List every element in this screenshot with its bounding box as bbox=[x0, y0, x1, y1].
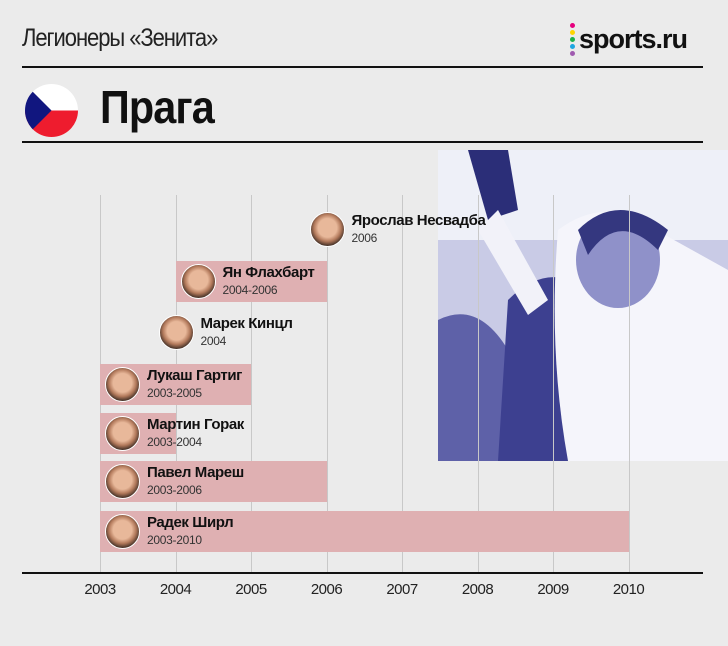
x-tick-label: 2003 bbox=[84, 581, 116, 598]
divider bbox=[22, 66, 703, 68]
gridline bbox=[477, 195, 479, 573]
x-tick-label: 2008 bbox=[461, 581, 494, 598]
sports-ru-logo: sports.ru bbox=[570, 22, 688, 56]
player-years: 2004-2006 bbox=[222, 283, 278, 297]
player-years: 2003-2004 bbox=[147, 435, 202, 449]
player-avatar bbox=[158, 315, 194, 350]
player-avatar bbox=[105, 367, 140, 402]
player-name: Марек Кинцл bbox=[200, 315, 293, 332]
gridline bbox=[402, 195, 403, 573]
x-tick-label: 2006 bbox=[310, 581, 343, 598]
player-avatar bbox=[180, 264, 216, 299]
player-avatar bbox=[105, 464, 140, 499]
x-tick-label: 2010 bbox=[612, 581, 645, 598]
x-tick-label: 2007 bbox=[386, 581, 418, 598]
gridline bbox=[553, 195, 554, 573]
player-name: Павел Мареш bbox=[147, 464, 244, 481]
divider bbox=[22, 141, 703, 143]
player-avatar bbox=[309, 212, 345, 247]
x-axis-line bbox=[22, 572, 703, 574]
player-years: 2003-2005 bbox=[147, 386, 202, 400]
tenure-bar bbox=[100, 511, 629, 552]
player-avatar bbox=[105, 514, 140, 549]
player-avatar bbox=[105, 416, 140, 451]
gridline bbox=[326, 195, 328, 573]
player-name: Мартин Горак bbox=[147, 416, 244, 433]
player-celebration-photo bbox=[438, 150, 728, 461]
player-name: Лукаш Гартиг bbox=[147, 367, 243, 384]
x-tick-label: 2004 bbox=[159, 581, 192, 598]
gridline bbox=[251, 195, 252, 573]
player-years: 2003-2006 bbox=[147, 483, 202, 497]
player-years: 2003-2010 bbox=[147, 533, 202, 547]
x-tick-label: 2009 bbox=[537, 581, 569, 598]
city-title: Прага bbox=[100, 81, 215, 133]
player-years: 2006 bbox=[351, 231, 378, 245]
logo-dots-icon bbox=[570, 22, 575, 56]
logo-text: sports.ru bbox=[579, 23, 688, 54]
infographic-title: Легионеры «Зенита» bbox=[22, 24, 218, 52]
player-name: Ярослав Несвадба bbox=[351, 212, 486, 229]
x-tick-label: 2005 bbox=[235, 581, 267, 598]
player-name: Радек Ширл bbox=[147, 514, 234, 531]
gridline bbox=[628, 195, 630, 573]
czech-flag-icon bbox=[25, 84, 78, 137]
player-years: 2004 bbox=[200, 334, 227, 348]
player-name: Ян Флахбарт bbox=[222, 264, 315, 281]
